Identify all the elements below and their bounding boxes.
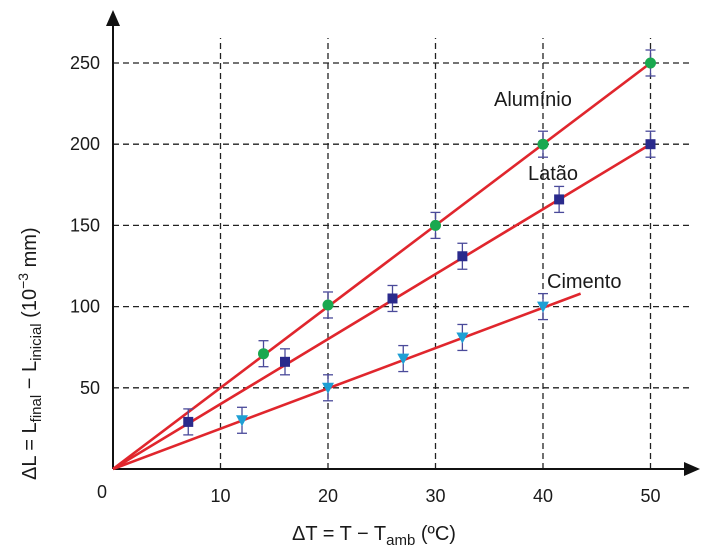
y-tick-label: 200 [70, 134, 100, 154]
marker-triangle [456, 332, 469, 344]
y-tick-label: 250 [70, 53, 100, 73]
tick-labels: 10 20 30 40 50 50 100 150 200 250 [70, 53, 661, 506]
fit-line [112, 61, 652, 471]
data-point [537, 292, 549, 321]
x-tick-label: 10 [210, 486, 230, 506]
marker-triangle [236, 415, 248, 427]
data-point [397, 344, 410, 373]
marker-triangle [397, 353, 410, 365]
data-point [554, 185, 565, 214]
marker-square [457, 251, 468, 262]
data-point [430, 211, 441, 240]
x-axis-title: ΔT = T − Tamb (ºC) [292, 523, 456, 549]
data-point [456, 323, 469, 352]
y-tick-label: 100 [70, 297, 100, 317]
marker-triangle [537, 301, 549, 313]
marker-circle [258, 348, 269, 360]
x-tick-label: 20 [318, 486, 338, 506]
y-tick-label: 150 [70, 215, 100, 235]
data-point [387, 284, 398, 313]
marker-square [280, 356, 290, 367]
data-point [645, 49, 656, 77]
data-point [280, 348, 290, 376]
marker-circle [537, 138, 549, 150]
marker-circle [322, 299, 334, 311]
data-point [645, 130, 656, 158]
data-point [322, 291, 334, 319]
series-label: Cimento [547, 271, 621, 293]
marker-square [183, 416, 194, 427]
data-point [258, 340, 269, 368]
x-axis-arrow [684, 462, 700, 476]
marker-square [645, 139, 656, 150]
fit-lines [112, 61, 652, 471]
y-axis-arrow [106, 10, 120, 26]
fit-line [112, 292, 582, 471]
data-point [236, 406, 248, 434]
y-tick-label: 50 [80, 378, 100, 398]
grid [113, 38, 692, 469]
x-tick-label: 50 [640, 486, 660, 506]
series-labels: Alumínio Latão Cimento [494, 89, 621, 293]
data-point [457, 242, 468, 270]
marker-circle [430, 219, 441, 231]
axes [106, 10, 700, 476]
data-points [183, 49, 656, 436]
marker-square [554, 194, 565, 205]
x-tick-label: 40 [533, 486, 553, 506]
data-point [322, 374, 334, 402]
x-tick-label: 30 [425, 486, 445, 506]
series-label: Latão [528, 163, 578, 185]
y-axis-title: ΔL = Lfinal − Linicial (10−3 mm) [15, 227, 45, 480]
data-point [537, 130, 549, 158]
marker-square [387, 293, 398, 304]
origin-label: 0 [97, 482, 107, 502]
data-point [183, 408, 194, 436]
marker-triangle [322, 382, 334, 394]
marker-circle [645, 57, 656, 69]
series-label: Alumínio [494, 89, 572, 111]
